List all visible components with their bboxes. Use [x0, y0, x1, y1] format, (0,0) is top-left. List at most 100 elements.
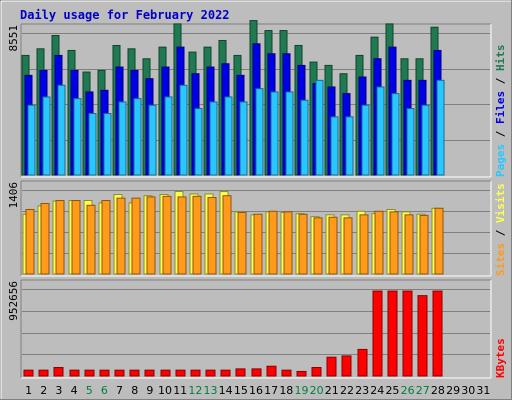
day-label-1: 1	[25, 384, 32, 397]
bar-pages-day-20	[315, 79, 324, 176]
bar-kbytes-day-26	[402, 290, 413, 377]
day-label-25: 25	[385, 384, 399, 397]
bar-sites-day-15	[237, 211, 247, 275]
day-label-21: 21	[325, 384, 339, 397]
day-label-28: 28	[431, 384, 445, 397]
bar-pages-day-2	[42, 96, 51, 176]
bar-kbytes-day-28	[432, 290, 443, 377]
legend-separator-3: /	[494, 71, 507, 91]
bar-pages-day-28	[436, 79, 445, 176]
bar-kbytes-day-13	[205, 369, 216, 377]
legend-hits-files-pages: Pages / Files / Hits	[494, 45, 507, 178]
day-label-22: 22	[340, 384, 354, 397]
bar-sites-day-2	[40, 203, 50, 275]
bar-sites-day-8	[131, 197, 141, 275]
bar-kbytes-day-17	[266, 365, 277, 377]
bar-pages-day-18	[285, 91, 294, 176]
bar-sites-day-14	[222, 195, 232, 275]
bar-pages-day-21	[330, 116, 339, 176]
day-label-3: 3	[55, 384, 62, 397]
bar-sites-day-21	[328, 216, 338, 275]
chart-title: Daily usage for February 2022	[20, 8, 230, 22]
bar-pages-day-27	[421, 104, 430, 176]
bar-sites-day-24	[374, 210, 384, 275]
bar-pages-day-22	[345, 116, 354, 176]
bar-sites-day-6	[101, 200, 111, 275]
bar-sites-day-12	[192, 195, 202, 275]
x-axis-day-labels: 1 2 3 4 5 6 7 8 9 10 11 12 13 14 15 16 17 18 19 20 21 22 23 24 2…	[25, 384, 490, 397]
day-label-13: 13	[204, 384, 218, 397]
bar-pages-day-5	[88, 113, 97, 176]
bar-pages-day-12	[194, 108, 203, 176]
chart-panels: 8551 Pages / Files / Hits 1406 Sites / Visi…	[7, 20, 507, 379]
bar-kbytes-day-2	[38, 369, 49, 377]
bar-pages-day-17	[270, 91, 279, 176]
bar-pages-day-6	[103, 113, 112, 176]
bar-pages-day-9	[148, 104, 157, 176]
bar-pages-day-14	[224, 96, 233, 176]
day-label-15: 15	[234, 384, 248, 397]
bar-sites-day-19	[298, 213, 308, 275]
bar-kbytes-day-27	[417, 295, 428, 377]
bar-kbytes-day-9	[144, 369, 155, 377]
bar-pages-day-13	[209, 101, 218, 176]
day-label-24: 24	[370, 384, 384, 397]
bar-sites-day-16	[253, 213, 263, 275]
bar-kbytes-day-23	[357, 348, 368, 377]
legend-kbytes: KBytes	[494, 338, 507, 378]
legend-separator-1: /	[494, 124, 507, 144]
bar-kbytes-day-14	[220, 369, 231, 377]
bar-sites-day-4	[71, 200, 81, 275]
bar-kbytes-day-1	[23, 369, 34, 377]
bar-sites-day-18	[283, 211, 293, 275]
legend-sites: Sites	[494, 243, 507, 276]
bar-kbytes-day-3	[53, 367, 64, 377]
legend-separator-1: /	[494, 223, 507, 243]
day-label-16: 16	[249, 384, 263, 397]
legend-visits-sites: Sites / Visits	[494, 183, 507, 276]
bar-pages-day-16	[255, 88, 264, 176]
day-label-20: 20	[310, 384, 324, 397]
day-label-26: 26	[401, 384, 415, 397]
legend-visits: Visits	[494, 183, 507, 223]
bar-pages-day-1	[27, 104, 36, 176]
legend-pages: Pages	[494, 144, 507, 177]
bar-pages-day-8	[133, 98, 142, 176]
bar-sites-day-10	[162, 195, 172, 275]
panel-hits-files-pages: 8551 Pages / Files / Hits	[7, 20, 507, 178]
bar-sites-day-23	[359, 214, 369, 275]
bar-kbytes-day-19	[296, 370, 307, 377]
bar-sites-day-7	[116, 197, 126, 275]
bar-pages-day-11	[179, 84, 188, 176]
day-label-6: 6	[101, 384, 108, 397]
panel-kbytes: 952656 KBytes	[7, 279, 507, 379]
series-sites	[25, 195, 444, 275]
series-kbytes	[23, 290, 443, 377]
day-label-19: 19	[294, 384, 308, 397]
bar-kbytes-day-12	[190, 369, 201, 377]
bar-pages-day-15	[239, 101, 248, 176]
bar-sites-day-28	[434, 207, 444, 275]
bar-pages-day-4	[73, 98, 82, 176]
bar-kbytes-day-24	[372, 290, 383, 377]
bar-kbytes-day-4	[69, 369, 80, 377]
day-label-7: 7	[116, 384, 123, 397]
day-label-5: 5	[86, 384, 93, 397]
ymax-label: 1406	[7, 182, 20, 209]
day-label-11: 11	[173, 384, 187, 397]
bar-kbytes-day-10	[160, 369, 171, 377]
bar-sites-day-13	[207, 197, 217, 275]
bar-pages-day-26	[406, 108, 415, 176]
day-label-18: 18	[279, 384, 293, 397]
bar-kbytes-day-16	[251, 368, 262, 377]
day-label-30: 30	[461, 384, 475, 397]
legend-hits: Hits	[494, 45, 507, 72]
day-label-14: 14	[219, 384, 233, 397]
bar-pages-day-7	[118, 101, 127, 176]
bar-kbytes-day-6	[99, 369, 110, 377]
bar-sites-day-11	[177, 196, 187, 275]
bar-kbytes-day-18	[281, 369, 292, 377]
day-label-23: 23	[355, 384, 369, 397]
bar-kbytes-day-25	[387, 290, 398, 377]
